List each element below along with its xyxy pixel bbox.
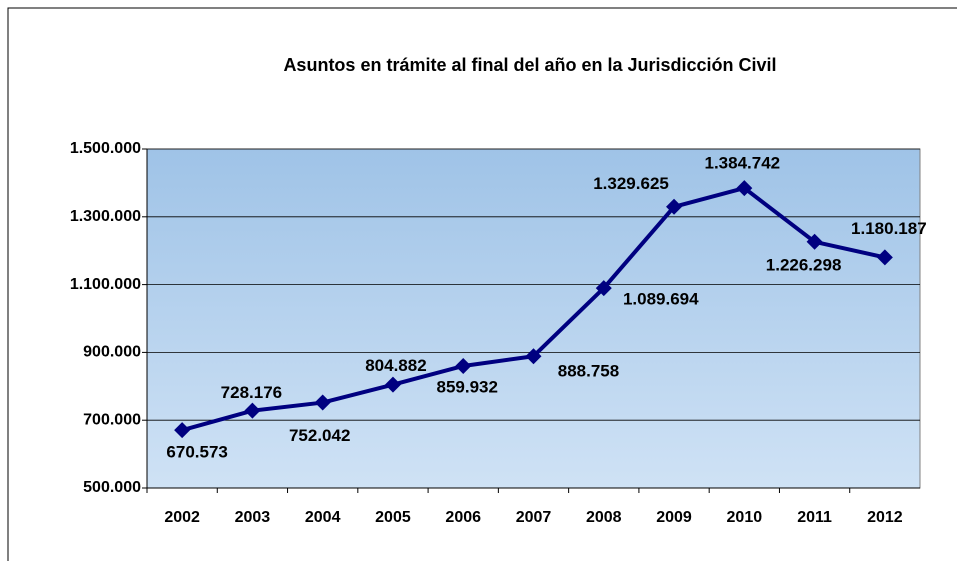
- data-label: 804.882: [365, 356, 426, 375]
- data-point: [666, 198, 683, 215]
- data-label: 1.180.187: [851, 219, 927, 238]
- x-tick-label: 2010: [727, 509, 763, 526]
- x-tick-label: 2008: [586, 509, 622, 526]
- y-tick-label: 900.000: [83, 344, 141, 361]
- data-label: 888.758: [558, 362, 619, 381]
- data-label: 1.329.625: [593, 174, 669, 193]
- data-label: 752.042: [289, 426, 350, 445]
- data-point: [455, 357, 472, 374]
- x-tick-label: 2002: [164, 509, 200, 526]
- data-point: [314, 394, 331, 411]
- x-tick-label: 2006: [445, 509, 481, 526]
- y-tick-label: 1.500.000: [70, 140, 141, 157]
- data-label: 670.573: [166, 443, 227, 462]
- chart-title: Asuntos en trámite al final del año en l…: [283, 55, 776, 75]
- data-label: 859.932: [437, 377, 498, 396]
- data-point: [736, 180, 753, 197]
- data-point: [595, 280, 612, 297]
- data-point: [525, 348, 542, 365]
- frame: [7, 7, 957, 561]
- data-label: 1.089.694: [623, 290, 699, 309]
- y-tick-label: 500.000: [83, 479, 141, 496]
- data-point: [244, 402, 261, 419]
- x-tick-label: 2003: [235, 509, 271, 526]
- x-tick-label: 2005: [375, 509, 411, 526]
- x-tick-label: 2011: [797, 509, 832, 526]
- data-point: [174, 422, 191, 439]
- y-tick-label: 1.300.000: [70, 208, 141, 225]
- data-point: [806, 233, 823, 250]
- x-tick-label: 2004: [305, 509, 341, 526]
- x-tick-label: 2009: [656, 509, 692, 526]
- data-label: 1.384.742: [704, 154, 780, 173]
- x-tick-label: 2007: [516, 509, 552, 526]
- x-tick-label: 2012: [867, 509, 903, 526]
- data-point: [384, 376, 401, 393]
- y-tick-label: 1.100.000: [70, 276, 141, 293]
- data-label: 1.226.298: [766, 255, 842, 274]
- y-tick-label: 700.000: [83, 411, 141, 428]
- plot-area: [146, 148, 921, 489]
- data-label: 728.176: [221, 383, 282, 402]
- data-point: [876, 249, 893, 266]
